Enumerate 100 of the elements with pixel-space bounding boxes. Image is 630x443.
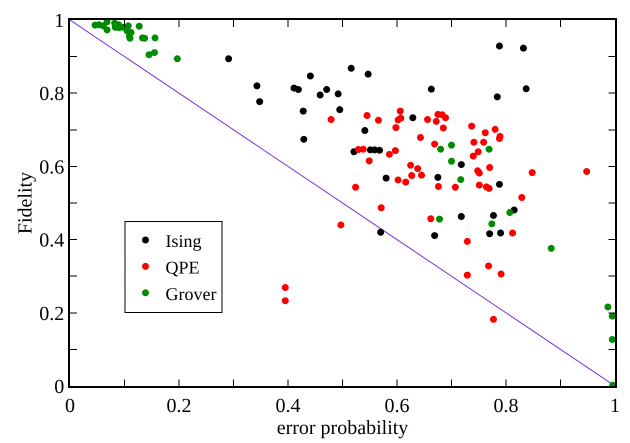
point (397, 114, 404, 122)
point (518, 194, 526, 202)
point (361, 127, 368, 134)
y-tick-label: 0 (54, 376, 64, 398)
point (480, 138, 488, 146)
point (437, 146, 444, 153)
point (470, 152, 477, 160)
point (608, 336, 615, 344)
legend-label: QPE (166, 257, 200, 278)
point (440, 124, 447, 132)
y-tick-label: 0.8 (39, 83, 64, 106)
point (520, 44, 527, 52)
point (146, 51, 153, 58)
point (150, 49, 158, 56)
point (253, 82, 260, 90)
x-tick-label: 1 (610, 394, 620, 417)
point (522, 85, 530, 92)
x-tick-label: 0.8 (494, 394, 518, 417)
point (396, 108, 404, 115)
point (364, 70, 372, 78)
point (316, 92, 324, 99)
point (498, 270, 505, 278)
point (452, 184, 459, 191)
legend-label: Grover (166, 284, 216, 304)
point (496, 42, 503, 50)
x-tick-label: 0.2 (166, 394, 192, 417)
point (486, 146, 493, 153)
point (548, 244, 555, 252)
point (464, 238, 471, 245)
y-tick-label: 1 (54, 10, 64, 32)
point (434, 183, 442, 190)
point (392, 147, 399, 154)
point (323, 86, 330, 94)
point (136, 22, 143, 30)
x-axis-title: error probability (276, 416, 408, 439)
point (282, 297, 289, 304)
point (488, 220, 496, 228)
point (482, 129, 489, 136)
point (436, 216, 444, 223)
point (104, 26, 111, 34)
point (497, 230, 504, 237)
point (474, 148, 482, 156)
point (407, 162, 414, 169)
point (486, 230, 494, 238)
point (408, 172, 416, 180)
point (427, 215, 434, 222)
point (409, 114, 416, 122)
point (104, 20, 111, 26)
point (282, 284, 289, 292)
point (225, 55, 232, 62)
point (377, 228, 384, 236)
point (485, 262, 492, 270)
point (366, 157, 373, 164)
point (294, 86, 302, 94)
point (374, 116, 382, 124)
point (376, 146, 384, 154)
point (418, 172, 426, 179)
point (306, 72, 314, 80)
point (424, 116, 432, 124)
point (457, 176, 464, 184)
legend-label: Ising (166, 231, 202, 252)
point (334, 90, 342, 98)
point (496, 180, 503, 188)
point (328, 116, 335, 124)
point (431, 232, 438, 240)
point (492, 126, 499, 133)
point (394, 176, 402, 184)
point (604, 303, 612, 310)
point (506, 209, 514, 216)
point (434, 174, 442, 181)
point (174, 55, 181, 62)
point (458, 161, 465, 168)
x-tick-label: 0.4 (276, 394, 300, 417)
point (496, 135, 503, 142)
point (442, 114, 450, 122)
point (378, 204, 385, 212)
point (448, 158, 455, 165)
point (448, 142, 455, 149)
point (470, 138, 478, 146)
y-tick-label: 0.6 (39, 156, 64, 178)
point (432, 118, 440, 125)
y-axis-title: Fidelity (14, 172, 36, 234)
point (352, 184, 360, 191)
point (364, 112, 371, 120)
point (509, 230, 516, 237)
point (608, 312, 615, 320)
point (300, 136, 308, 143)
point (476, 182, 483, 189)
point (528, 169, 536, 176)
point (348, 64, 355, 72)
point (337, 221, 344, 228)
point (486, 184, 493, 192)
point (392, 124, 400, 132)
x-tick-label: 0.6 (384, 394, 410, 417)
point (402, 178, 410, 186)
point (583, 168, 590, 176)
point (416, 134, 424, 141)
point (468, 122, 476, 130)
y-tick-label: 0.2 (39, 302, 64, 325)
point (464, 272, 471, 279)
